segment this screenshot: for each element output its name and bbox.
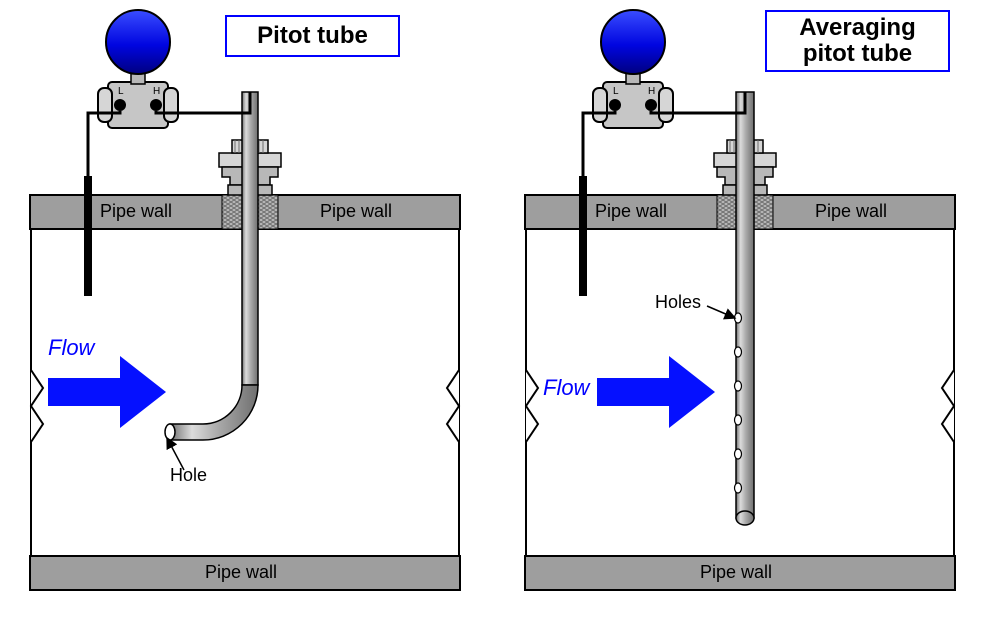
title-right: Averaging pitot tube [765,10,950,72]
right-static-tap [579,176,587,296]
svg-text:H: H [153,86,160,97]
wall-label: Pipe wall [100,201,172,222]
left-static-tap [84,176,92,296]
wall-label: Pipe wall [205,562,277,583]
flow-label-left: Flow [48,335,94,361]
diagram-canvas: L H [0,0,991,617]
svg-text:L: L [118,86,124,97]
holes-leader [707,306,735,318]
pitot-tube [165,92,258,440]
right-flow-arrow [597,356,715,428]
title-left: Pitot tube [225,15,400,57]
wall-label: Pipe wall [320,201,392,222]
right-transmitter: L H [583,10,745,176]
left-panel: L H [30,10,460,590]
left-flow-arrow [48,356,166,428]
wall-label: Pipe wall [700,562,772,583]
holes-label: Holes [655,292,701,313]
right-panel: L H [525,10,955,590]
diagram-svg: L H [0,0,991,617]
avg-pitot-tube [735,92,755,525]
wall-label: Pipe wall [815,201,887,222]
flow-label-right: Flow [543,375,589,401]
wall-label: Pipe wall [595,201,667,222]
hole-label: Hole [170,465,207,486]
svg-text:L: L [613,86,619,97]
svg-text:H: H [648,86,655,97]
